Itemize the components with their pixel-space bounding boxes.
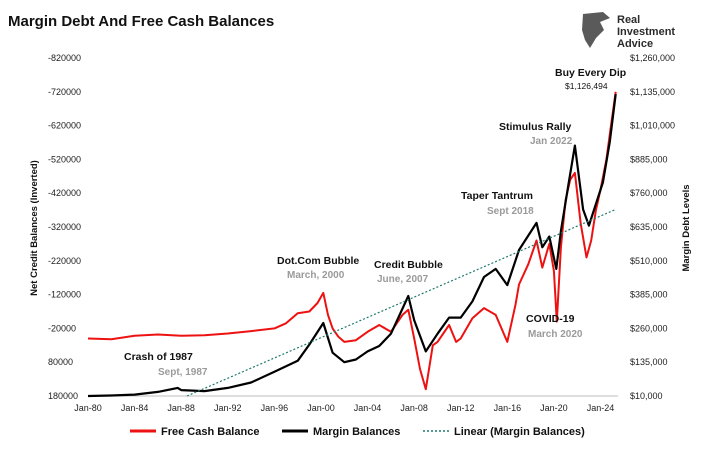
left-tick-label: -520000: [48, 154, 81, 164]
annotation-dip: Buy Every Dip $1,126,494: [555, 67, 626, 91]
legend-label-trend: Linear (Margin Balances): [454, 426, 585, 438]
annotation-dotcom: Dot.Com Bubble March, 2000: [277, 255, 359, 281]
legend-label-margin: Margin Balances: [313, 426, 400, 438]
x-tick-label: Jan-00: [307, 403, 335, 413]
right-tick-label: $760,000: [630, 188, 668, 198]
x-tick-label: Jan-84: [121, 403, 149, 413]
right-tick-label: $1,260,000: [630, 53, 675, 63]
annotation-taper-subtitle: Sept 2018: [487, 206, 534, 217]
x-tick-label: Jan-20: [540, 403, 568, 413]
annotation-crash1987-title: Crash of 1987: [124, 351, 193, 363]
right-axis-label: Margin Debt Levels: [681, 184, 692, 271]
right-tick-label: $510,000: [630, 256, 668, 266]
x-tick-label: Jan-04: [354, 403, 382, 413]
chart-title: Margin Debt And Free Cash Balances: [8, 13, 274, 30]
series-layer: [87, 91, 617, 398]
right-tick-label: $10,000: [630, 391, 663, 401]
annotation-taper-title: Taper Tantrum: [461, 190, 533, 202]
annotation-covid-title: COVID-19: [526, 313, 575, 325]
x-tick-label: Jan-80: [74, 403, 102, 413]
legend: Free Cash Balance Margin Balances Linear…: [130, 426, 585, 438]
annotation-dotcom-title: Dot.Com Bubble: [277, 255, 359, 267]
left-tick-label: -820000: [48, 53, 81, 63]
right-tick-label: $135,000: [630, 357, 668, 367]
annotation-stimulus: Stimulus Rally Jan 2022: [499, 121, 573, 147]
right-tick-label: $385,000: [630, 290, 668, 300]
x-tick-label: Jan-12: [447, 403, 475, 413]
right-tick-label: $885,000: [630, 154, 668, 164]
left-tick-label: -320000: [48, 222, 81, 232]
left-tick-label: -420000: [48, 188, 81, 198]
left-tick-label: 180000: [48, 391, 78, 401]
left-axis-ticks: -820000 -720000 -620000 -520000 -420000 -3200…: [48, 53, 81, 401]
annotation-credit-subtitle: June, 2007: [377, 274, 429, 285]
annotation-credit-title: Credit Bubble: [374, 259, 443, 271]
left-tick-label: -620000: [48, 121, 81, 131]
right-tick-label: $260,000: [630, 323, 668, 333]
annotation-dotcom-subtitle: March, 2000: [287, 270, 345, 281]
annotation-stimulus-subtitle: Jan 2022: [530, 136, 573, 147]
annotation-covid-subtitle: March 2020: [528, 329, 583, 340]
logo-eagle-icon: [582, 12, 610, 48]
right-tick-label: $635,000: [630, 222, 668, 232]
left-tick-label: -220000: [48, 256, 81, 266]
right-tick-label: $1,135,000: [630, 87, 675, 97]
x-axis-ticks: Jan-80 Jan-84 Jan-88 Jan-92 Jan-96 Jan-00 Jan-…: [74, 403, 614, 413]
left-tick-label: -720000: [48, 87, 81, 97]
logo: Real Investment Advice: [582, 12, 675, 50]
annotation-stimulus-title: Stimulus Rally: [499, 121, 572, 133]
annotation-dip-title: Buy Every Dip: [555, 67, 626, 79]
x-tick-label: Jan-88: [167, 403, 195, 413]
x-tick-label: Jan-16: [494, 403, 522, 413]
x-tick-label: Jan-96: [261, 403, 289, 413]
logo-text-line3: Advice: [617, 38, 653, 50]
annotation-covid: COVID-19 March 2020: [526, 313, 583, 340]
annotation-taper: Taper Tantrum Sept 2018: [461, 190, 534, 217]
logo-text-line2: Investment: [617, 26, 675, 38]
left-tick-label: 80000: [48, 357, 73, 367]
left-tick-label: -120000: [48, 290, 81, 300]
annotation-credit: Credit Bubble June, 2007: [374, 259, 443, 285]
series-margin-line: [87, 93, 617, 398]
x-tick-label: Jan-08: [400, 403, 428, 413]
right-axis-ticks: $1,260,000 $1,135,000 $1,010,000 $885,000 $7…: [630, 53, 675, 401]
series-trend-line: [186, 208, 616, 397]
x-tick-label: Jan-24: [587, 403, 615, 413]
left-tick-label: -20000: [48, 323, 76, 333]
right-tick-label: $1,010,000: [630, 121, 675, 131]
x-tick-label: Jan-92: [214, 403, 242, 413]
left-axis-label: Net Credit Balances (Inverted): [29, 160, 40, 296]
annotation-dip-value: $1,126,494: [565, 81, 608, 91]
legend-label-free-cash: Free Cash Balance: [161, 426, 259, 438]
logo-text-line1: Real: [617, 14, 640, 26]
annotation-crash1987-subtitle: Sept, 1987: [158, 367, 208, 378]
annotation-crash1987: Crash of 1987 Sept, 1987: [124, 351, 208, 378]
